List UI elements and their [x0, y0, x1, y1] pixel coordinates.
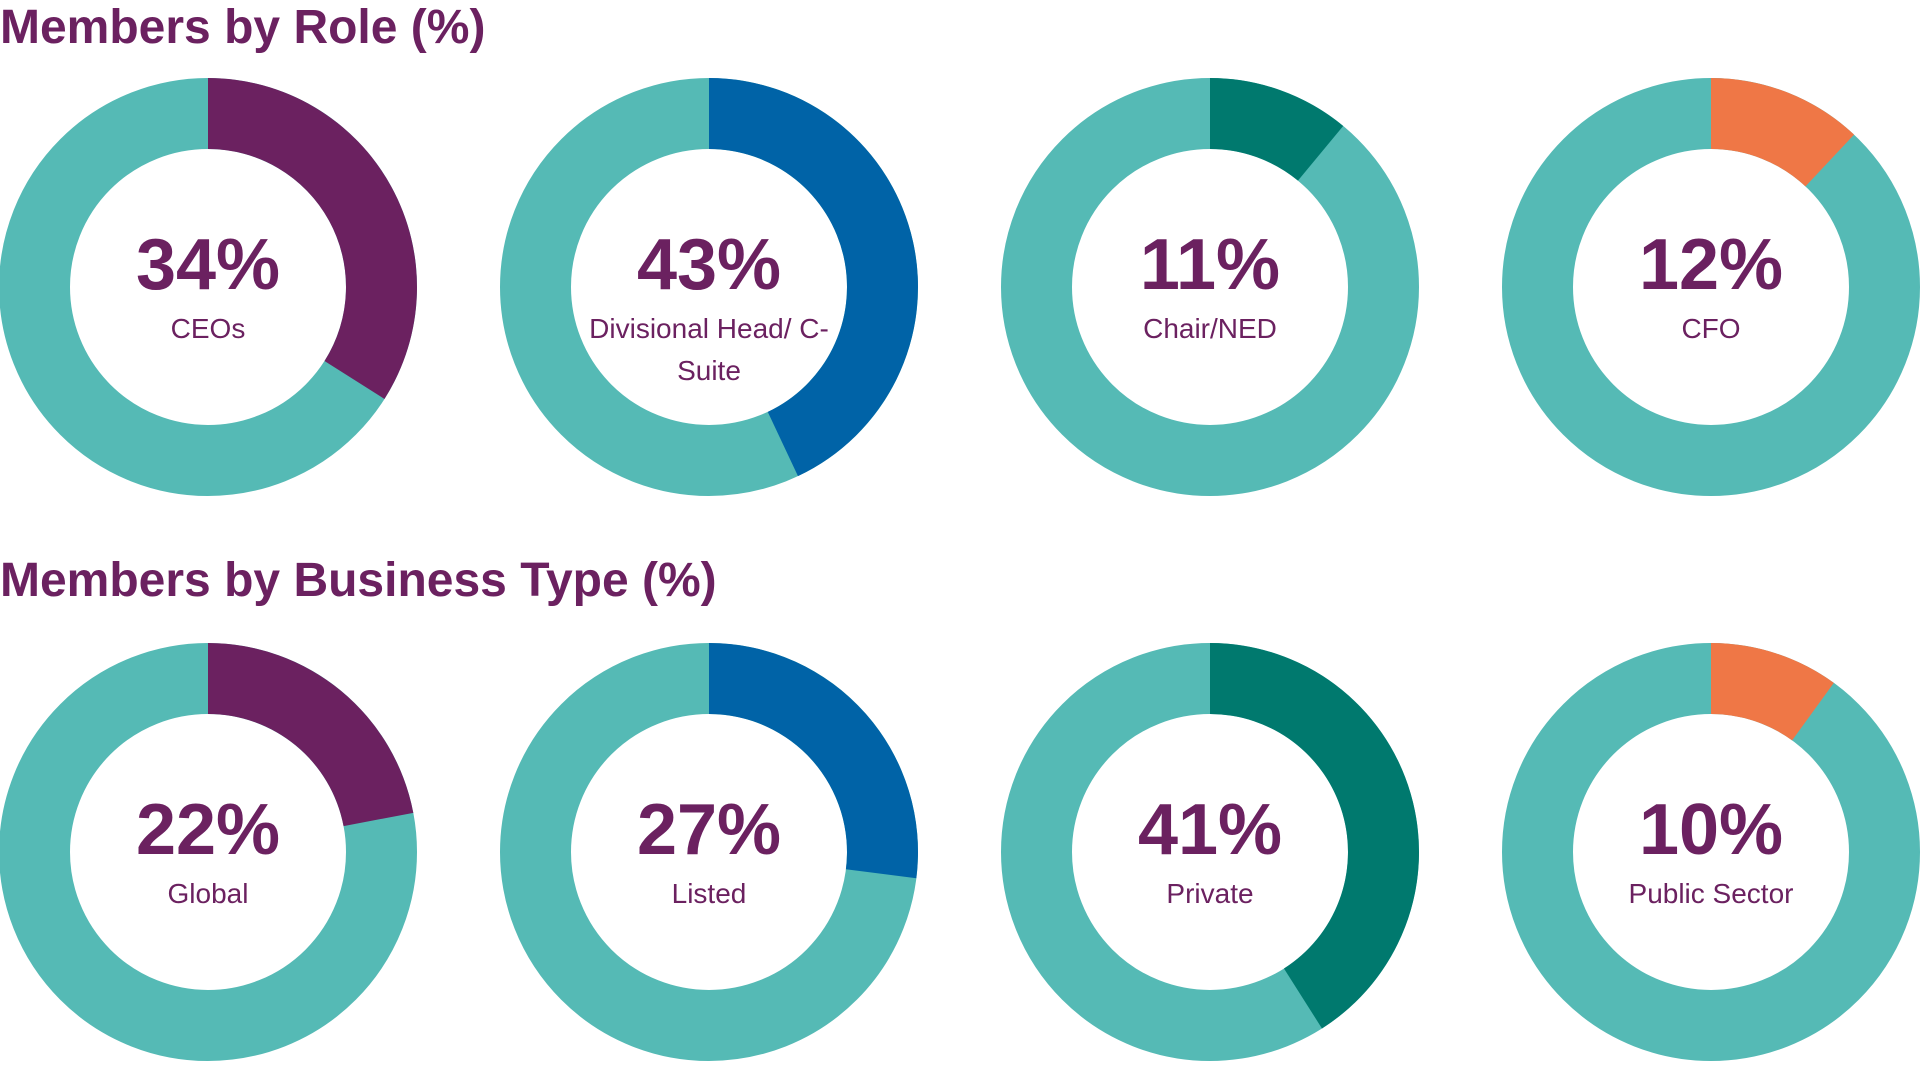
donut-segment	[709, 643, 918, 879]
value-label: 22%	[136, 790, 280, 870]
value-label: 43%	[637, 225, 781, 305]
donut-segment	[208, 643, 414, 827]
category-label: Divisional Head/ C-Suite	[589, 313, 829, 386]
value-label: 12%	[1639, 225, 1783, 305]
donut-segment	[208, 78, 417, 399]
category-label: Public Sector	[1628, 878, 1794, 909]
donut-segment	[1711, 643, 1834, 741]
donut-segment	[1210, 78, 1344, 181]
category-label: Chair/NED	[1143, 313, 1277, 344]
category-label: Listed	[671, 878, 747, 909]
value-label: 27%	[637, 790, 781, 870]
category-label: Private	[1166, 878, 1254, 909]
donut-segment	[1210, 643, 1419, 1029]
category-label: CFO	[1681, 313, 1741, 344]
category-label: CEOs	[170, 313, 246, 344]
value-label: 34%	[136, 225, 280, 305]
donut-segment	[1711, 78, 1855, 187]
value-label: 10%	[1639, 790, 1783, 870]
donut-segment	[709, 78, 918, 477]
value-label: 41%	[1138, 790, 1282, 870]
section-title: Members by Role (%)	[0, 1, 486, 54]
category-label: Global	[167, 878, 249, 909]
section-title: Members by Business Type (%)	[0, 554, 717, 607]
value-label: 11%	[1140, 225, 1280, 305]
